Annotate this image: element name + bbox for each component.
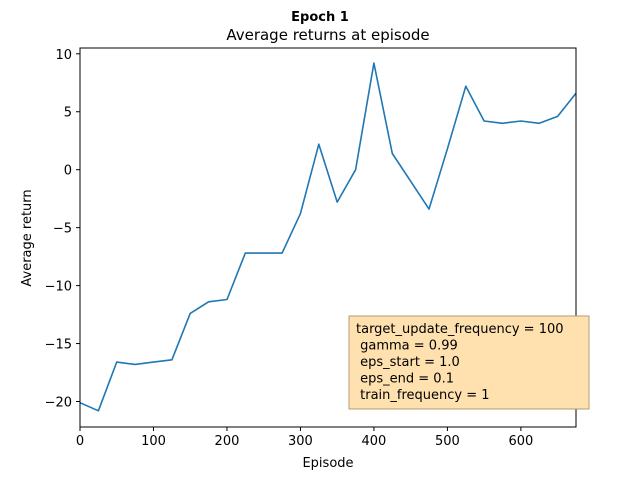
series-line bbox=[79, 62, 577, 412]
y-tick-label: 5 bbox=[64, 106, 72, 121]
y-tick-label: −20 bbox=[45, 396, 72, 411]
x-tick-label: 200 bbox=[215, 434, 240, 449]
x-tick-label: 400 bbox=[362, 434, 387, 449]
y-tick-label: 10 bbox=[55, 48, 72, 63]
chart-title: Average returns at episode bbox=[226, 26, 429, 44]
chart-suptitle: Epoch 1 bbox=[291, 10, 349, 25]
annotation-line: target_update_frequency = 100 bbox=[356, 322, 564, 337]
annotation-box: target_update_frequency = 100 gamma = 0.… bbox=[348, 315, 590, 410]
plot-frame bbox=[79, 47, 577, 428]
y-tick-label: −5 bbox=[53, 222, 72, 237]
x-tick-label: 600 bbox=[508, 434, 533, 449]
x-tick-label: 0 bbox=[76, 434, 84, 449]
x-tick-label: 500 bbox=[435, 434, 460, 449]
plot-area: 0 100 200 300 400 500 600 −20 −15 −10 −5 0 5 10 bbox=[45, 47, 577, 449]
annotation-line: train_frequency = 1 bbox=[356, 388, 490, 403]
x-axis-label: Episode bbox=[302, 456, 353, 471]
annotation-background bbox=[348, 315, 590, 410]
annotation-line: eps_start = 1.0 bbox=[356, 355, 460, 370]
annotation-line: gamma = 0.99 bbox=[356, 339, 458, 354]
x-tick-label: 100 bbox=[141, 434, 166, 449]
y-tick-label: −10 bbox=[45, 280, 72, 295]
x-tick-label: 300 bbox=[288, 434, 313, 449]
y-axis-label: Average return bbox=[20, 189, 35, 286]
annotation-line: eps_end = 0.1 bbox=[356, 372, 454, 387]
y-tick-label: −15 bbox=[45, 338, 72, 353]
y-tick-label: 0 bbox=[64, 164, 72, 179]
